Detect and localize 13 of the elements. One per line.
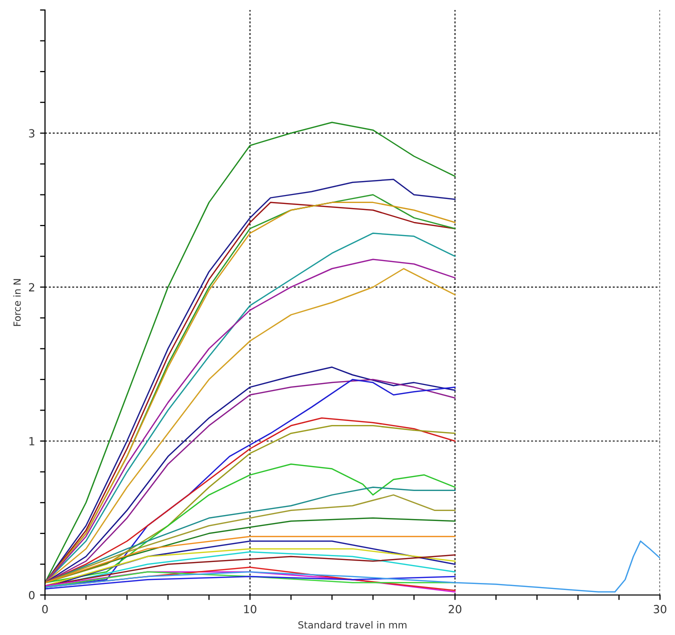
line-series: [45, 540, 660, 593]
x-tick-label: 10: [244, 604, 256, 614]
y-axis-title: Force in N: [13, 279, 21, 326]
y-tick-label: 3: [29, 129, 34, 138]
y-tick-label: 0: [28, 590, 35, 600]
x-tick-label: 20: [448, 604, 462, 614]
line-series: [45, 464, 456, 584]
x-tick-label: 0: [42, 604, 48, 614]
x-tick-label: 30: [654, 604, 666, 614]
line-series: [45, 571, 456, 588]
y-tick-label: 1: [29, 437, 34, 446]
y-tick-label: 2: [29, 283, 34, 292]
x-axis-title: Standard travel in mm: [298, 621, 406, 629]
